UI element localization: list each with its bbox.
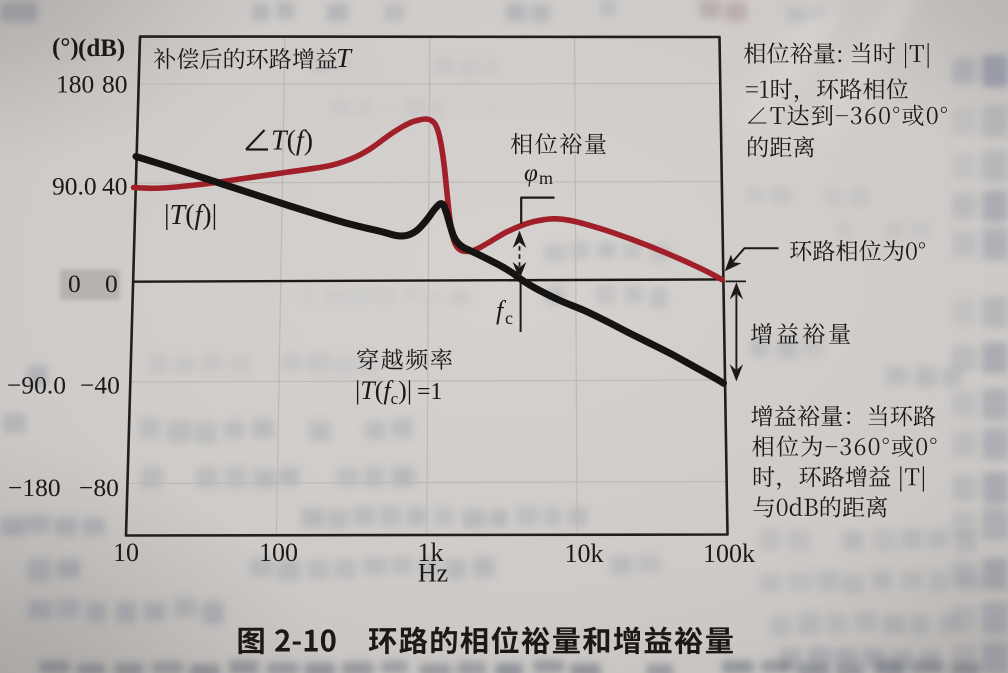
- svg-text:−80: −80: [79, 473, 119, 502]
- svg-text:−90.0: −90.0: [7, 371, 66, 400]
- svg-text:100k: 100k: [703, 539, 755, 568]
- svg-text:100: 100: [259, 538, 298, 567]
- svg-text:−180: −180: [8, 473, 61, 502]
- svg-text:1k: 1k: [418, 538, 444, 567]
- svg-text:T(f): T(f): [271, 126, 313, 157]
- svg-text:−40: −40: [80, 371, 120, 400]
- svg-text:90.0: 90.0: [52, 172, 97, 201]
- svg-text:|T(f)|: |T(f)|: [164, 200, 217, 231]
- svg-text:f: f: [496, 296, 507, 325]
- svg-text:(dB): (dB): [78, 35, 125, 62]
- svg-text:80: 80: [102, 70, 128, 99]
- svg-text:(°): (°): [52, 34, 79, 61]
- svg-text:Hz: Hz: [418, 559, 448, 588]
- svg-text:10k: 10k: [565, 539, 604, 568]
- svg-text:m: m: [539, 168, 553, 188]
- svg-text:|T(fc)| =1: |T(fc)| =1: [355, 376, 442, 408]
- svg-text:180: 180: [56, 70, 94, 99]
- svg-text:10: 10: [113, 538, 139, 567]
- svg-text:φ: φ: [524, 160, 538, 187]
- svg-text:T: T: [336, 43, 353, 73]
- svg-text:0: 0: [68, 269, 81, 298]
- svg-text:c: c: [505, 308, 513, 328]
- svg-text:0: 0: [105, 269, 118, 298]
- svg-text:40: 40: [102, 172, 128, 201]
